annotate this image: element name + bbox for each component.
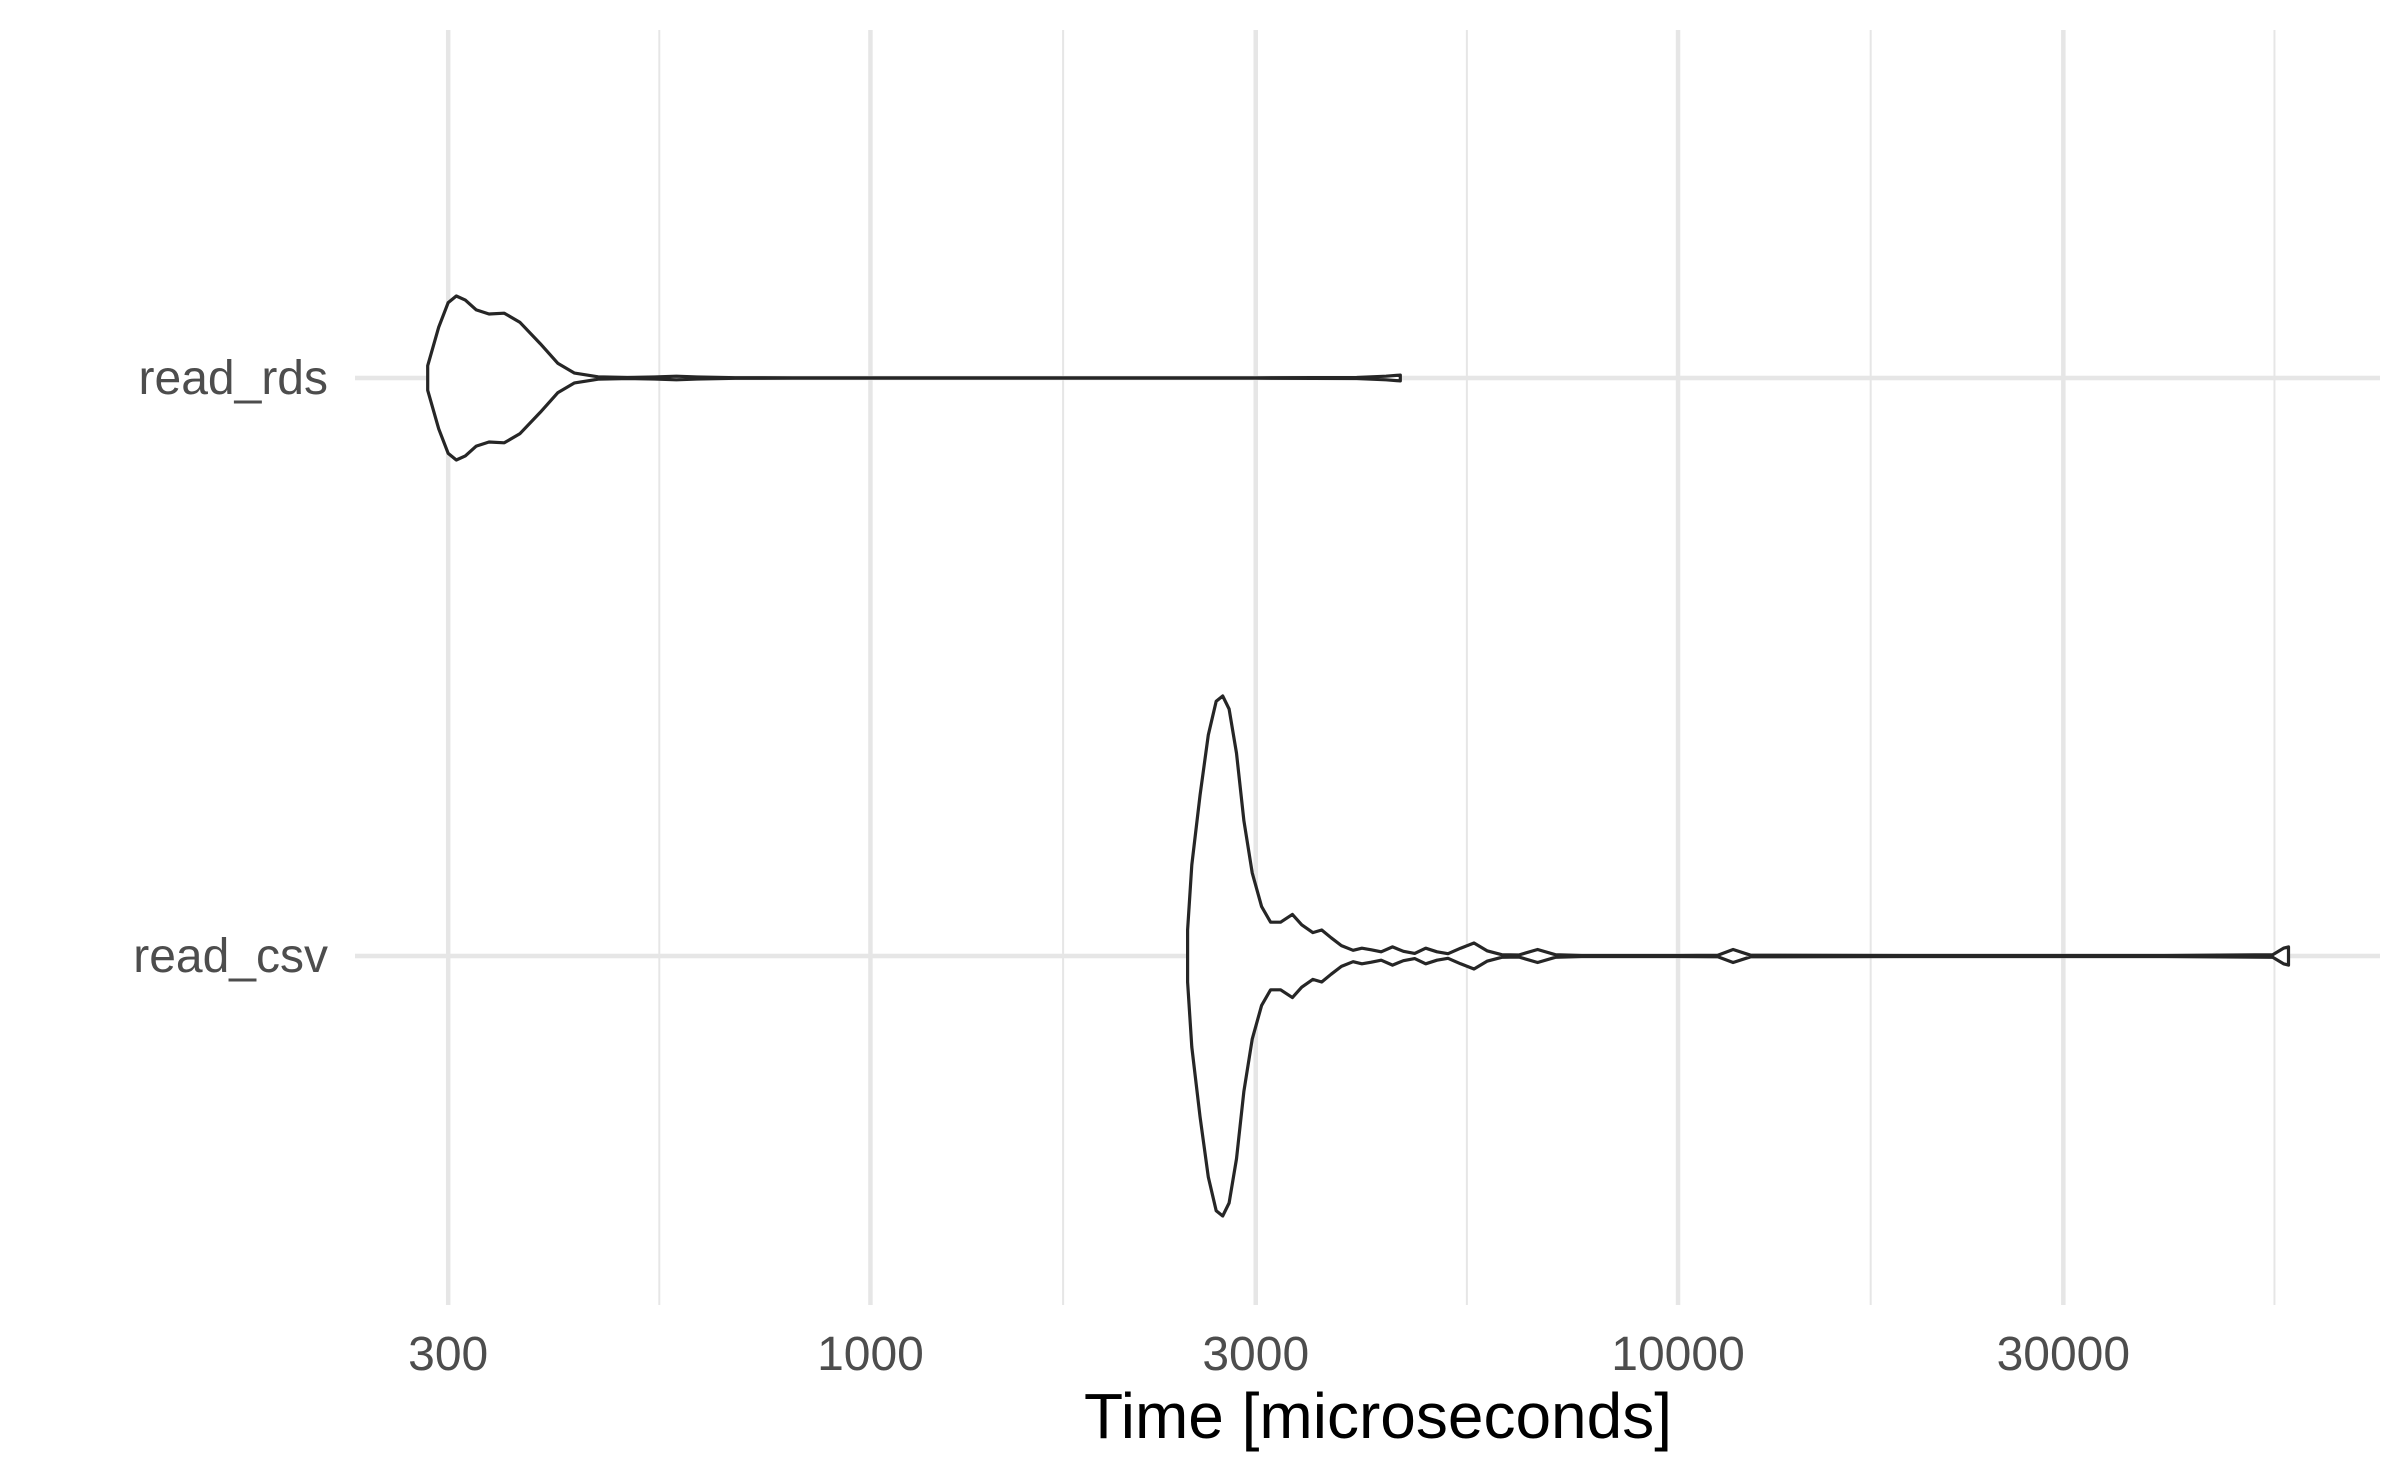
x-tick-label-1000: 1000 [817, 1328, 924, 1381]
x-tick-label-300: 300 [408, 1328, 488, 1381]
y-tick-label-read_csv: read_csv [133, 930, 328, 983]
violin-read_csv [1186, 694, 2291, 1218]
y-tick-label-read_rds: read_rds [139, 352, 328, 405]
x-tick-label-30000: 30000 [1997, 1328, 2130, 1381]
minor-gridlines [658, 30, 2276, 1305]
x-axis-labels: 300 1000 3000 10000 30000 [408, 1328, 2130, 1381]
y-axis-labels: read_rds read_csv [133, 352, 328, 983]
violin-read_rds [426, 294, 1402, 462]
x-axis-title: Time [microseconds] [1084, 1380, 1672, 1452]
x-tick-label-3000: 3000 [1202, 1328, 1309, 1381]
x-tick-label-10000: 10000 [1611, 1328, 1744, 1381]
violins [426, 294, 2291, 1218]
